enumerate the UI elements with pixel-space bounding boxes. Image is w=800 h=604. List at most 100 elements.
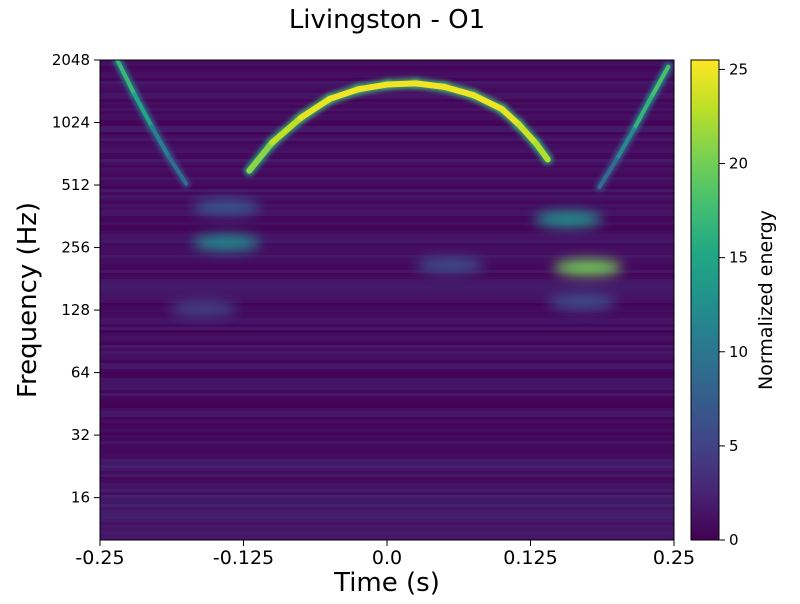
background-band <box>100 480 674 483</box>
y-tick-label: 2048 <box>52 51 90 69</box>
background-band <box>100 228 674 231</box>
background-band <box>100 351 674 354</box>
background-band <box>100 276 674 279</box>
main-arc-segment <box>412 80 448 90</box>
background-band <box>100 327 674 330</box>
background-band <box>100 447 674 450</box>
colorbar-ticks: 0 5 10 15 20 25 <box>719 60 748 549</box>
y-axis: 16 32 64 128 256 512 1024 2048 <box>52 51 100 507</box>
energy-blob <box>548 293 617 310</box>
background-band <box>100 372 674 375</box>
background-band <box>100 132 674 135</box>
background-band <box>100 243 674 246</box>
background-band <box>100 438 674 441</box>
energy-blob <box>416 257 485 274</box>
background-band <box>100 303 674 306</box>
background-band <box>100 357 674 360</box>
main-arc-segment <box>516 121 540 147</box>
background-band <box>100 186 674 189</box>
background-band <box>100 453 674 456</box>
background-band <box>100 198 674 201</box>
background-band <box>100 291 674 294</box>
background-band <box>100 237 674 240</box>
background-band <box>100 381 674 384</box>
background-band <box>100 537 674 540</box>
background-band <box>100 444 674 447</box>
background-band <box>100 513 674 516</box>
background-band <box>100 297 674 300</box>
left-track-segment <box>115 60 137 97</box>
background-band <box>100 336 674 339</box>
background-band <box>100 249 674 252</box>
background-band <box>100 483 674 486</box>
background-band <box>100 219 674 222</box>
y-axis-label: Frequency (Hz) <box>13 202 43 398</box>
background-band <box>100 210 674 213</box>
left-track-segment <box>149 124 171 159</box>
colorbar-tick-label: 25 <box>729 60 748 78</box>
background-band <box>100 390 674 393</box>
background-band <box>100 408 674 411</box>
background-band <box>100 195 674 198</box>
background-band <box>100 72 674 75</box>
background-band <box>100 399 674 402</box>
background-band <box>100 531 674 534</box>
background-band <box>100 315 674 318</box>
main-arc-segment <box>246 139 276 174</box>
main-arc-segment <box>498 105 523 128</box>
background-band <box>100 510 674 513</box>
colorbar-tick-label: 15 <box>729 249 748 267</box>
background-band <box>100 255 674 258</box>
background-band <box>100 420 674 423</box>
background-band <box>100 63 674 66</box>
background-band <box>100 201 674 204</box>
background-band <box>100 495 674 498</box>
background-band <box>100 102 674 105</box>
background-band <box>100 429 674 432</box>
background-band <box>100 150 674 153</box>
main-arc-segment <box>533 140 551 163</box>
background-band <box>100 177 674 180</box>
background-band <box>100 360 674 363</box>
background-band <box>100 294 674 297</box>
background-band <box>100 222 674 225</box>
y-tick-label: 128 <box>61 301 90 319</box>
background-band <box>100 516 674 519</box>
x-axis-label: Time (s) <box>333 568 440 598</box>
colorbar-tick-label: 20 <box>729 155 748 173</box>
background-band <box>100 270 674 273</box>
background-band <box>100 240 674 243</box>
y-tick-label: 256 <box>61 239 90 257</box>
x-tick-label: -0.125 <box>213 547 274 569</box>
background-band <box>100 96 674 99</box>
background-band <box>100 345 674 348</box>
background-band <box>100 498 674 501</box>
y-tick-label: 64 <box>71 364 90 382</box>
background-band <box>100 264 674 267</box>
energy-blob <box>553 259 622 276</box>
y-tick-label: 512 <box>61 176 90 194</box>
x-tick-label: -0.25 <box>75 547 124 569</box>
background-band <box>100 384 674 387</box>
background-band <box>100 114 674 117</box>
background-band <box>100 99 674 102</box>
background-band <box>100 156 674 159</box>
left-track-segment <box>166 154 189 186</box>
background-band <box>100 321 674 324</box>
background-band <box>100 93 674 96</box>
background-band <box>100 441 674 444</box>
background-band <box>100 225 674 228</box>
chart-title: Livingston - O1 <box>289 5 485 35</box>
background-band <box>100 285 674 288</box>
x-tick-label: 0.25 <box>653 547 695 569</box>
background-band <box>100 375 674 378</box>
background-band <box>100 189 674 192</box>
background-band <box>100 108 674 111</box>
background-band <box>100 465 674 468</box>
colorbar: 0 5 10 15 20 25 Normalized energy <box>690 59 777 549</box>
background-band <box>100 378 674 381</box>
x-axis: -0.25 -0.125 0.0 0.125 0.25 <box>75 540 695 569</box>
background-band <box>100 123 674 126</box>
background-band <box>100 135 674 138</box>
background-band <box>100 525 674 528</box>
